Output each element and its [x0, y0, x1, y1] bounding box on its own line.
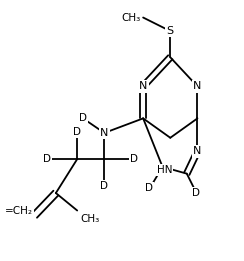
Text: N: N [139, 81, 147, 91]
Text: D: D [43, 154, 51, 164]
Text: D: D [145, 183, 153, 193]
Text: CH₃: CH₃ [121, 13, 140, 22]
Text: =CH₂: =CH₂ [5, 206, 33, 216]
Text: HN: HN [157, 165, 172, 175]
Text: D: D [100, 181, 108, 191]
Text: S: S [167, 26, 174, 36]
Text: D: D [130, 154, 138, 164]
Text: N: N [193, 81, 202, 91]
Text: N: N [100, 128, 109, 138]
Text: D: D [73, 127, 81, 137]
Text: N: N [193, 146, 202, 156]
Text: D: D [79, 113, 87, 123]
Text: CH₃: CH₃ [80, 214, 99, 224]
Text: D: D [193, 188, 201, 198]
